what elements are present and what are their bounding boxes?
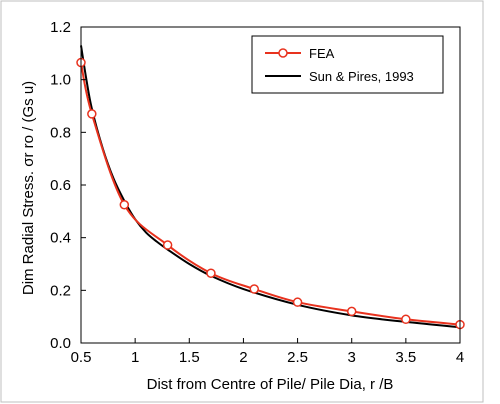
x-tick-label: 3.5 — [395, 349, 416, 366]
y-tick-label: 1.2 — [50, 19, 71, 36]
x-tick-label: 1 — [131, 349, 139, 366]
y-tick-label: 0.8 — [50, 124, 71, 141]
x-tick-label: 2.5 — [287, 349, 308, 366]
fea-data-point — [87, 109, 97, 119]
y-tick-label: 0.6 — [50, 177, 71, 194]
legend-fea-marker — [278, 48, 288, 58]
x-tick-label: 1.5 — [179, 349, 200, 366]
series-fea-line — [80, 62, 461, 326]
fea-data-point — [401, 314, 411, 325]
y-axis-title: Dim Radial Stress. σr ro / (Gs u) — [20, 81, 37, 295]
legend: FEA Sun & Pires, 1993 — [251, 35, 444, 94]
y-tick-label: 1.0 — [50, 72, 71, 89]
y-tick-label: 0.0 — [50, 335, 71, 352]
legend-box — [251, 35, 444, 94]
legend-label-fea: FEA — [309, 46, 335, 61]
fea-data-point — [162, 240, 173, 250]
fea-data-point — [292, 297, 303, 307]
fea-data-point — [206, 268, 216, 278]
y-tick-label: 0.2 — [50, 282, 71, 299]
x-tick-label: 3 — [348, 349, 356, 366]
x-axis-title: Dist from Centre of Pile/ Pile Dia, r /B — [147, 376, 394, 393]
x-tick-label: 0.5 — [71, 349, 92, 366]
x-tick-label: 4 — [456, 349, 464, 366]
fea-data-point — [119, 200, 130, 210]
x-tick-label: 2 — [239, 349, 247, 366]
fea-data-point — [249, 284, 260, 294]
fea-data-point — [346, 306, 357, 317]
legend-label-sun-pires: Sun & Pires, 1993 — [309, 69, 414, 84]
y-tick-label: 0.4 — [50, 230, 71, 247]
